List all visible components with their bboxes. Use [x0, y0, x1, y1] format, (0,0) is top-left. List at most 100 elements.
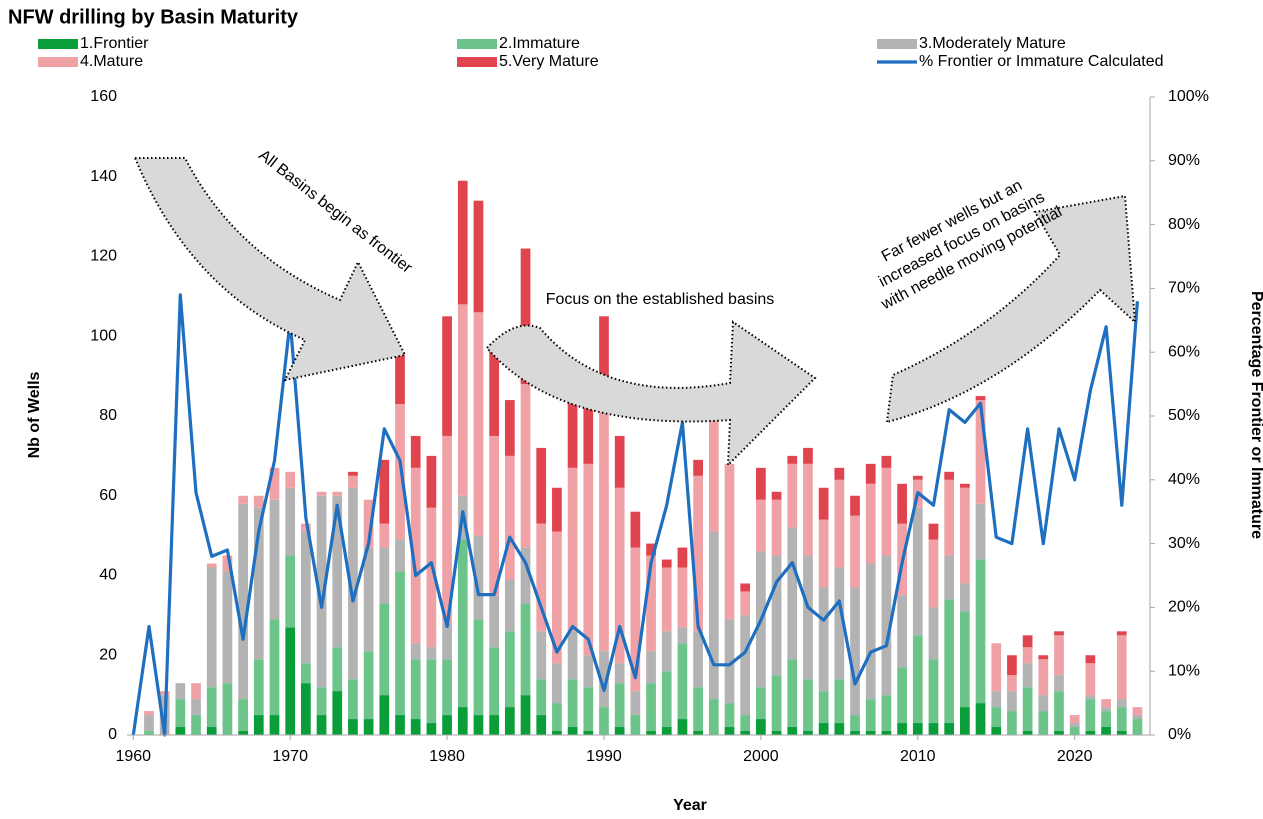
bar-segment [552, 731, 562, 735]
bar-segment [928, 659, 939, 724]
bar-segment [191, 683, 201, 700]
bar-segment [818, 487, 829, 520]
bar-segment [1085, 655, 1096, 664]
bar-segment [1101, 699, 1111, 708]
bar-segment [253, 495, 264, 508]
bar-segment [473, 312, 484, 536]
bar-segment [363, 499, 374, 548]
bar-segment [834, 679, 845, 724]
bar-segment [787, 527, 798, 660]
bar-segment [724, 619, 735, 704]
bar-segment [724, 463, 735, 620]
bar-segment [959, 583, 970, 612]
bar-segment [756, 687, 766, 720]
bar-segment [395, 539, 405, 572]
bar-segment [583, 687, 594, 732]
bar-segment [269, 499, 280, 620]
bar-segment [803, 555, 813, 680]
bar-segment [1007, 691, 1017, 712]
bar-segment [1038, 655, 1049, 660]
bar-segment [881, 455, 892, 468]
bar-segment [285, 555, 296, 628]
bar-segment [442, 623, 452, 660]
y-tick-label: 80 [99, 407, 117, 424]
y2-tick-label: 50% [1168, 407, 1200, 424]
bar-segment [661, 631, 672, 672]
bar-segment [959, 483, 970, 488]
legend-label: % Frontier or Immature Calculated [919, 53, 1164, 70]
bar-segment [238, 699, 248, 732]
bar-segment [473, 200, 484, 313]
bar-segment [881, 467, 892, 556]
bar-segment [1116, 699, 1127, 708]
bar-segment [191, 715, 201, 735]
bar-segment [818, 691, 829, 724]
bar-segment [975, 559, 986, 704]
legend-swatch [38, 39, 78, 49]
bar-segment [348, 719, 358, 735]
bar-segment [238, 731, 248, 735]
bar-segment [379, 603, 390, 696]
bar-segment [771, 499, 782, 556]
bar-segment [536, 523, 547, 632]
bar-segment [897, 723, 907, 735]
x-tick-label: 1960 [115, 748, 151, 765]
bar-segment [442, 435, 452, 624]
bar-segment [395, 715, 405, 735]
bar-segment [630, 715, 641, 735]
y-tick-label: 20 [99, 646, 117, 663]
line-series [131, 293, 1139, 737]
annotation: Focus on the established basins [546, 291, 775, 308]
bar-segment [740, 615, 751, 716]
bar-segment [504, 579, 515, 632]
bar-segment [991, 643, 1002, 692]
bar-segment [395, 571, 405, 716]
bar-segment [442, 715, 452, 735]
bar-segment [865, 699, 876, 732]
bar-segment [567, 400, 578, 468]
y-tick-label: 40 [99, 567, 117, 584]
bar-segment [520, 695, 531, 735]
bar-segment [473, 535, 484, 620]
bar-segment [567, 467, 578, 632]
bar-segment [1022, 731, 1033, 735]
y2-tick-label: 70% [1168, 280, 1200, 297]
bar-segment [1116, 731, 1127, 735]
y2-tick-label: 0% [1168, 726, 1191, 743]
bar-segment [520, 547, 531, 604]
y-tick-label: 60 [99, 487, 117, 504]
bar-segment [850, 587, 860, 716]
legend-label: 3.Moderately Mature [919, 35, 1066, 52]
x-tick-label: 2000 [743, 748, 779, 765]
bar-segment [677, 627, 688, 644]
x-tick-label: 2020 [1057, 748, 1093, 765]
bar-segment [253, 659, 264, 716]
bar-segment [285, 627, 296, 735]
bar-segment [473, 619, 484, 716]
bar-segment [787, 455, 798, 464]
bar-segment [991, 691, 1002, 708]
bar-segment [489, 595, 500, 648]
bar-segment [301, 683, 311, 735]
bar-segment [944, 555, 955, 600]
bar-segment [646, 731, 656, 735]
bar-segment [363, 719, 374, 735]
bar-segment [489, 715, 500, 735]
bar-segment [316, 495, 327, 688]
bar-segment [803, 679, 813, 732]
bar-segment [552, 703, 562, 732]
bar-segment [1132, 715, 1143, 720]
bar-segment [269, 467, 280, 500]
bar-segment [238, 495, 248, 504]
bar-segment [504, 455, 515, 580]
legend-label: 2.Immature [499, 35, 580, 52]
bar-segment [646, 555, 656, 652]
bar-segment [975, 396, 986, 401]
bar-segment [1085, 731, 1096, 735]
bar-segment [991, 707, 1002, 728]
bar-segment [630, 511, 641, 548]
bar-segment [269, 715, 280, 735]
y-tick-label: 0 [108, 726, 117, 743]
bar-segment [599, 412, 609, 652]
